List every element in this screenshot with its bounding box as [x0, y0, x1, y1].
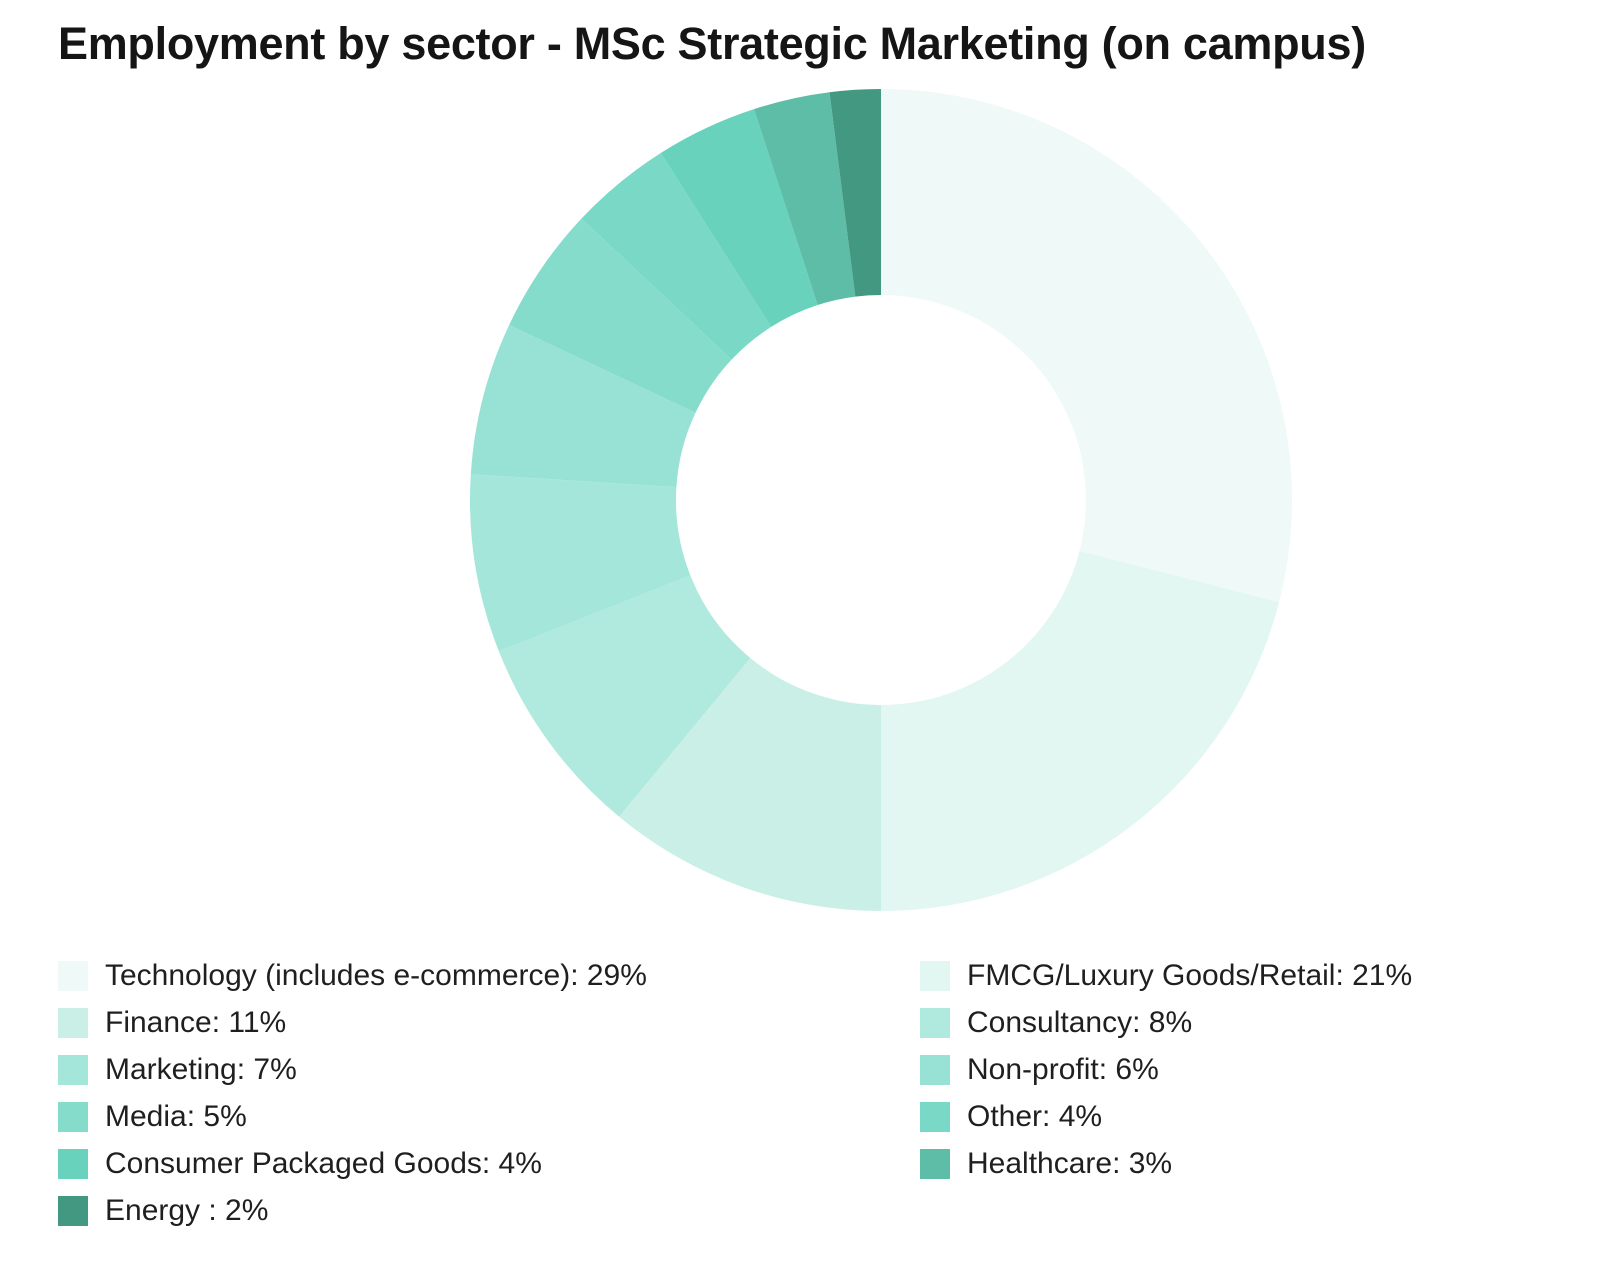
donut-slice-consumer-packaged-goods — [660, 109, 818, 327]
donut-slice-media — [509, 218, 732, 413]
donut-slice-other — [581, 152, 772, 360]
donut-slice-consultancy — [498, 575, 751, 817]
donut-slice-fmcg-luxury-goods-retail — [881, 550, 1280, 912]
donut-slice-technology-includes-e-commerce — [881, 89, 1293, 603]
donut-slice-healthcare — [753, 92, 856, 306]
donut-slice-marketing — [469, 474, 691, 652]
donut-slice-non-profit — [470, 325, 696, 488]
donut-slice-energy — [829, 89, 881, 297]
donut-slice-finance — [619, 657, 881, 911]
chart-title: Employment by sector - MSc Strategic Mar… — [58, 18, 1366, 69]
